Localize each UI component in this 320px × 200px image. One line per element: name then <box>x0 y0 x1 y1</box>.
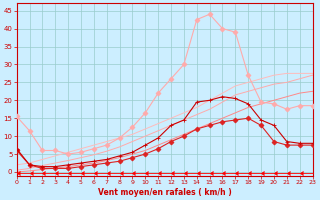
X-axis label: Vent moyen/en rafales ( km/h ): Vent moyen/en rafales ( km/h ) <box>98 188 231 197</box>
